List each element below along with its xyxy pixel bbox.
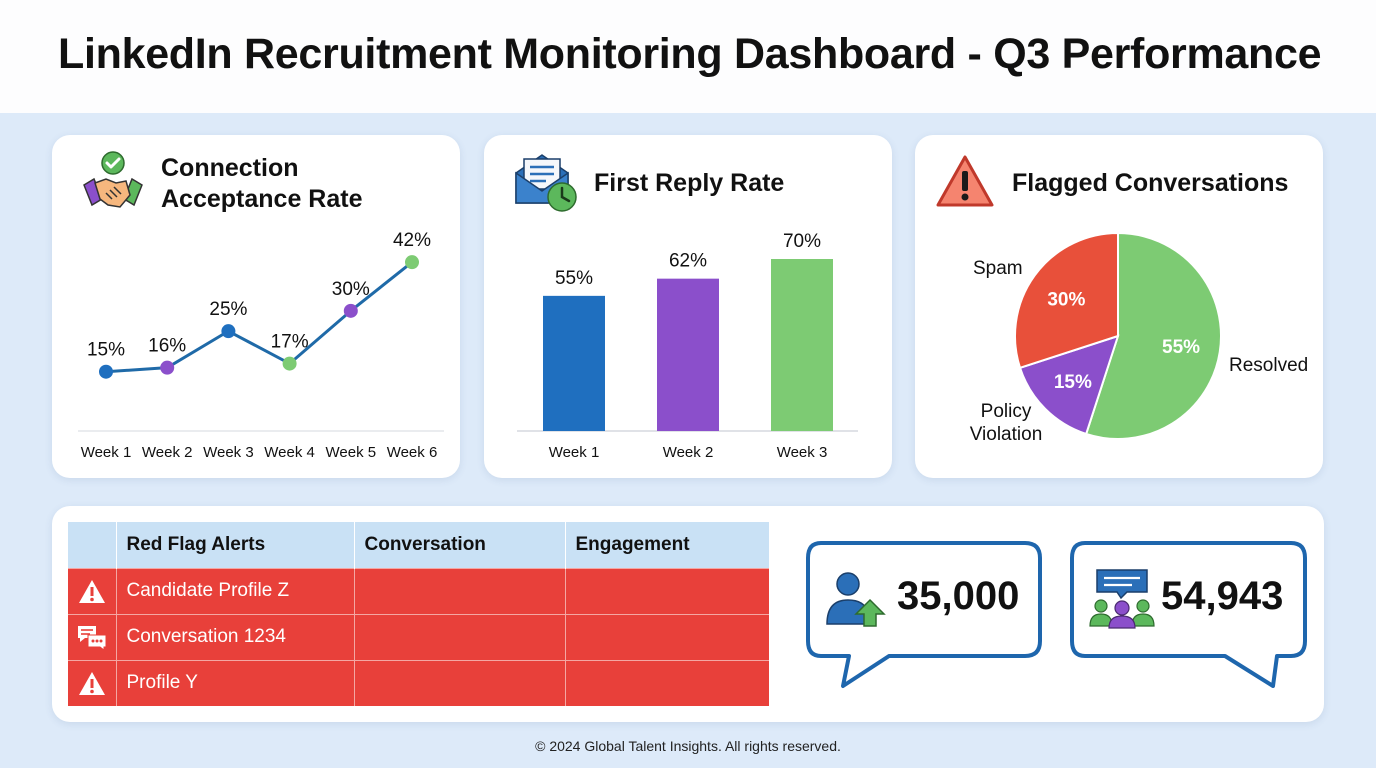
acceptance-title: Connection Acceptance Rate [161,153,362,215]
cell-alert: Conversation 1234 [115,613,354,660]
warning-icon [78,579,105,603]
row-icon-cell [68,567,116,614]
cell-conversation [353,659,565,706]
stat-bubble-conversations: 54,943 [1069,540,1309,690]
table-row[interactable]: Conversation 1234 [68,613,769,660]
pie-label-policy: Policy Violation [951,400,1061,446]
stat-value-candidates: 35,000 [897,574,1020,618]
row-icon-cell [68,659,116,706]
chat-bubbles-icon [77,626,107,651]
acceptance-title-line2: Acceptance Rate [161,185,363,213]
flagged-title: Flagged Conversations [1012,169,1289,197]
bar[interactable] [771,259,833,431]
reply-title: First Reply Rate [594,169,785,197]
speech-bubble-shape [806,541,1042,688]
x-tick-label: Week 6 [387,444,438,461]
header: LinkedIn Recruitment Monitoring Dashboar… [0,0,1376,113]
acceptance-title-line1: Connection [161,154,299,182]
data-label: 62% [669,251,707,272]
x-tick-label: Week 2 [142,444,193,461]
cell-alert: Candidate Profile Z [115,567,354,614]
x-tick-label: Week 3 [203,444,254,461]
data-point[interactable] [343,303,358,318]
row-icon-cell [68,613,116,660]
header-engagement[interactable]: Engagement [564,522,769,568]
handshake-check-icon [83,151,143,208]
data-label: 25% [209,299,247,320]
flagged-card: Flagged Conversations 55% 15% 30% Spam Res… [915,135,1323,478]
series-line [105,260,413,374]
footer-copyright: © 2024 Global Talent Insights. All right… [535,738,841,754]
reply-card: First Reply Rate 55% Week 1 62% Week 2 70% We… [484,135,892,478]
cell-engagement [564,567,769,614]
pie-label-policy-line1: Policy [980,401,1032,422]
header-red-flag-alerts[interactable]: Red Flag Alerts [115,522,354,568]
slice-label: 15% [1054,372,1092,393]
pie-slice[interactable] [1084,231,1222,440]
data-point[interactable] [160,360,175,375]
data-label: 70% [783,231,821,252]
warning-icon [78,671,105,695]
table-header-row: Red Flag Alerts Conversation Engagement [68,522,769,568]
slice-label: 30% [1047,289,1085,310]
pie-label-spam: Spam [973,258,1023,279]
x-tick-label: Week 2 [663,444,714,461]
data-point[interactable] [221,324,236,339]
header-icon-col [68,522,116,568]
bar[interactable] [657,278,719,431]
data-label: 42% [393,230,431,251]
data-point[interactable] [405,255,419,270]
stat-value-conversations: 54,943 [1161,574,1284,618]
page-title: LinkedIn Recruitment Monitoring Dashboar… [58,30,1322,78]
data-point[interactable] [282,356,297,371]
cell-engagement [564,659,769,706]
data-label: 17% [271,332,309,353]
group-chat-icon [1089,569,1155,629]
x-tick-label: Week 1 [81,444,132,461]
x-tick-label: Week 4 [264,444,315,461]
pie-slice[interactable] [1014,231,1119,370]
mail-clock-icon [515,154,577,212]
data-label: 30% [332,279,370,300]
data-label: 55% [555,268,593,289]
cell-conversation [353,613,565,660]
pie-chart: 55% 15% 30% [1014,231,1222,440]
data-point[interactable] [99,364,113,379]
pie-label-policy-line2: Violation [969,424,1043,445]
x-tick-label: Week 1 [549,444,600,461]
cell-alert: Profile Y [115,659,354,706]
pie-label-resolved: Resolved [1229,355,1309,376]
cell-conversation [353,567,565,614]
line-chart: 15% Week 1 16% Week 2 25% Week 3 17% Week 4 30% W… [78,230,444,461]
x-tick-label: Week 5 [326,444,377,461]
slice-label: 55% [1162,337,1200,358]
red-flag-table: Red Flag Alerts Conversation Engagement … [68,522,769,706]
table-row[interactable]: Candidate Profile Z [68,567,769,614]
x-tick-label: Week 3 [777,444,828,461]
cell-engagement [564,613,769,660]
header-conversation[interactable]: Conversation [353,522,565,568]
user-growth-icon [826,572,886,627]
bar[interactable] [543,295,605,431]
bar-chart: 55% Week 1 62% Week 2 70% Week 3 [517,231,858,461]
data-label: 16% [148,336,186,357]
data-label: 15% [87,340,125,361]
acceptance-card: Connection Acceptance Rate 15% Week 1 16% W… [52,135,460,478]
table-row[interactable]: Profile Y [68,659,769,706]
warning-triangle-icon [936,155,994,207]
stat-bubble-candidates: 35,000 [805,540,1045,690]
